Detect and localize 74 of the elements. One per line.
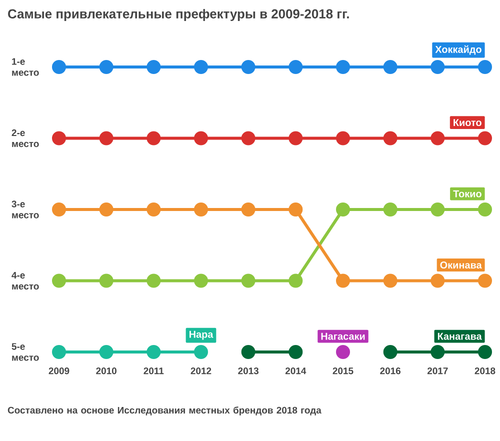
point [288,60,303,74]
point [288,131,303,146]
point [288,274,303,288]
point [52,60,66,74]
point [336,131,350,146]
series-label: Токио [453,190,482,198]
point [430,60,445,74]
x-tick-label: 2010 [96,368,116,374]
point [478,60,492,74]
point [241,60,256,74]
point [99,345,114,360]
point [194,60,208,74]
text: Составлено на основе Исследования местных брендов 2018 года [8,406,322,416]
point [146,60,161,74]
point [383,345,398,360]
point [478,345,492,360]
point [52,274,66,288]
x-tick-label: 2015 [332,368,354,374]
y-tick-label: 3-е место [12,200,39,218]
point [383,274,398,288]
series-label: Нара [189,330,214,340]
point [430,274,445,288]
series-label: Окинава [440,262,482,269]
point [383,60,398,74]
point [336,60,350,74]
point [146,274,161,288]
point [383,202,398,217]
point [336,345,350,360]
point [99,60,114,74]
point [99,274,114,288]
point [194,345,208,360]
point [336,202,350,217]
series-label: Хоккайдо [435,45,482,55]
x-tick-label: 2009 [48,368,70,374]
point [478,202,492,217]
point [336,274,350,288]
y-tick-label: 4-е место [12,272,39,290]
x-tick-label: 2017 [427,368,448,374]
point [99,131,114,146]
x-tick-label: 2016 [380,368,401,374]
series-label: Киото [454,119,482,126]
point [52,131,66,146]
point [146,345,161,360]
series-label: Канагава [438,332,482,340]
point [383,131,398,146]
point [194,202,208,217]
point [288,345,303,360]
x-tick-label: 2013 [238,368,259,374]
x-tick-label: 2014 [285,368,306,374]
point [288,202,303,217]
point [194,274,208,288]
point [478,274,492,288]
point [241,345,256,360]
y-tick-label: 5-е место [12,343,39,361]
point [478,131,492,146]
series-label: Нагасаки [321,332,365,340]
point [146,202,161,217]
point [430,202,445,217]
point [241,274,256,288]
x-tick-label: 2018 [474,368,496,374]
point [241,131,256,146]
point [430,131,445,146]
point [52,345,66,360]
chart-title: Самые привлекательные префектуры в 2009-2018 гг. [8,8,349,22]
point [430,345,445,360]
y-tick-label: 1-е место [12,58,39,76]
y-tick-label: 2-е место [12,129,39,148]
x-tick-label: 2011 [144,368,164,374]
point [241,202,256,217]
point [52,202,66,217]
point [194,131,208,146]
point [99,202,114,217]
x-tick-label: 2012 [190,368,212,374]
point [146,131,161,146]
